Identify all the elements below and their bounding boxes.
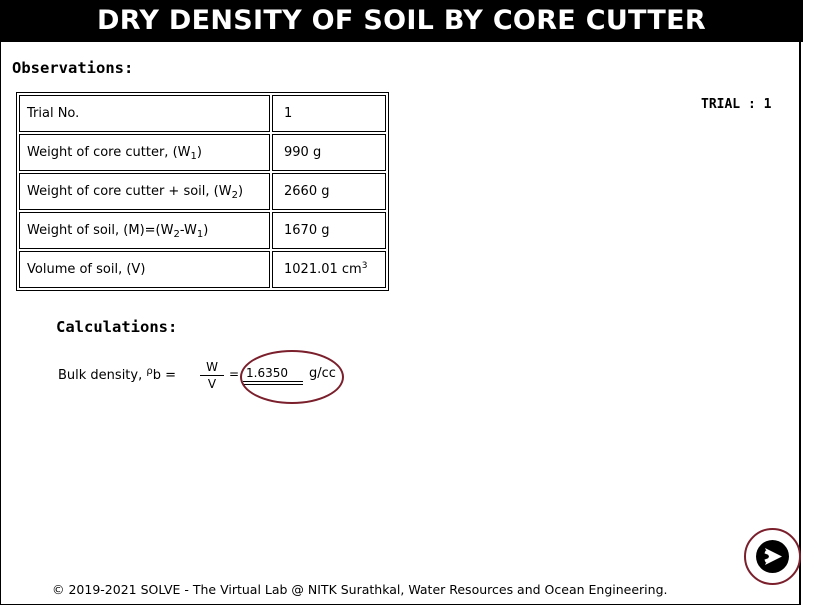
table-row: Trial No. 1 bbox=[19, 95, 386, 132]
next-arrow-icon bbox=[756, 540, 789, 573]
core-cutter-weight-label: Weight of core cutter, (W1) bbox=[19, 134, 270, 171]
bulk-density-label: Bulk density, ρb = bbox=[58, 366, 177, 383]
cutter-plus-soil-weight-label: Weight of core cutter + soil, (W2) bbox=[19, 173, 270, 210]
unit-label: g/cc bbox=[309, 366, 336, 381]
soil-volume-label: Volume of soil, (V) bbox=[19, 251, 270, 288]
table-row: Weight of core cutter + soil, (W2) 2660 … bbox=[19, 173, 386, 210]
copyright-footer: © 2019-2021 SOLVE - The Virtual Lab @ NI… bbox=[52, 582, 668, 597]
trial-no-value: 1 bbox=[272, 95, 386, 132]
rho-symbol: ρ bbox=[146, 366, 153, 377]
table-row: Weight of soil, (M)=(W2-W1) 1670 g bbox=[19, 212, 386, 249]
core-cutter-weight-value: 990 g bbox=[272, 134, 386, 171]
fraction-denominator: V bbox=[207, 377, 217, 391]
next-button[interactable] bbox=[744, 528, 801, 585]
bulk-density-input[interactable] bbox=[243, 365, 303, 382]
table-row: Weight of core cutter, (W1) 990 g bbox=[19, 134, 386, 171]
table-row: Volume of soil, (V) 1021.01 cm3 bbox=[19, 251, 386, 288]
trial-indicator: TRIAL : 1 bbox=[701, 97, 772, 112]
soil-weight-label: Weight of soil, (M)=(W2-W1) bbox=[19, 212, 270, 249]
observations-heading: Observations: bbox=[12, 59, 134, 77]
cutter-plus-soil-weight-value: 2660 g bbox=[272, 173, 386, 210]
fraction-numerator: W bbox=[200, 360, 224, 376]
soil-volume-value: 1021.01 cm3 bbox=[272, 251, 386, 288]
lab-frame bbox=[0, 0, 801, 605]
equals-sign: = bbox=[229, 367, 240, 381]
trial-no-label: Trial No. bbox=[19, 95, 270, 132]
calculations-heading: Calculations: bbox=[56, 318, 178, 336]
observations-table: Trial No. 1 Weight of core cutter, (W1) … bbox=[16, 92, 389, 291]
soil-weight-value: 1670 g bbox=[272, 212, 386, 249]
page-title: DRY DENSITY OF SOIL BY CORE CUTTER bbox=[0, 0, 803, 42]
w-over-v-fraction: W V bbox=[200, 360, 224, 391]
